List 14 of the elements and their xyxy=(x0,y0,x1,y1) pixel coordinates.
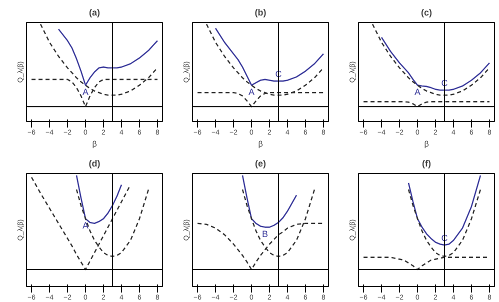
chart-title: (a) xyxy=(89,8,100,18)
chart-title: (c) xyxy=(421,8,432,18)
annotation: A xyxy=(82,87,89,98)
annotation: A xyxy=(248,87,255,98)
chart-title: (f) xyxy=(422,158,432,168)
chart-title: (b) xyxy=(254,8,266,18)
annotation: A xyxy=(82,220,89,231)
chart-title: (e) xyxy=(255,158,266,168)
x-axis-title: β xyxy=(92,140,98,148)
x-axis-title: β xyxy=(424,140,430,148)
x-axis-title: β xyxy=(258,140,264,148)
chart-title: (d) xyxy=(88,158,100,168)
annotation: A xyxy=(414,87,421,98)
annotation: B xyxy=(262,229,268,240)
